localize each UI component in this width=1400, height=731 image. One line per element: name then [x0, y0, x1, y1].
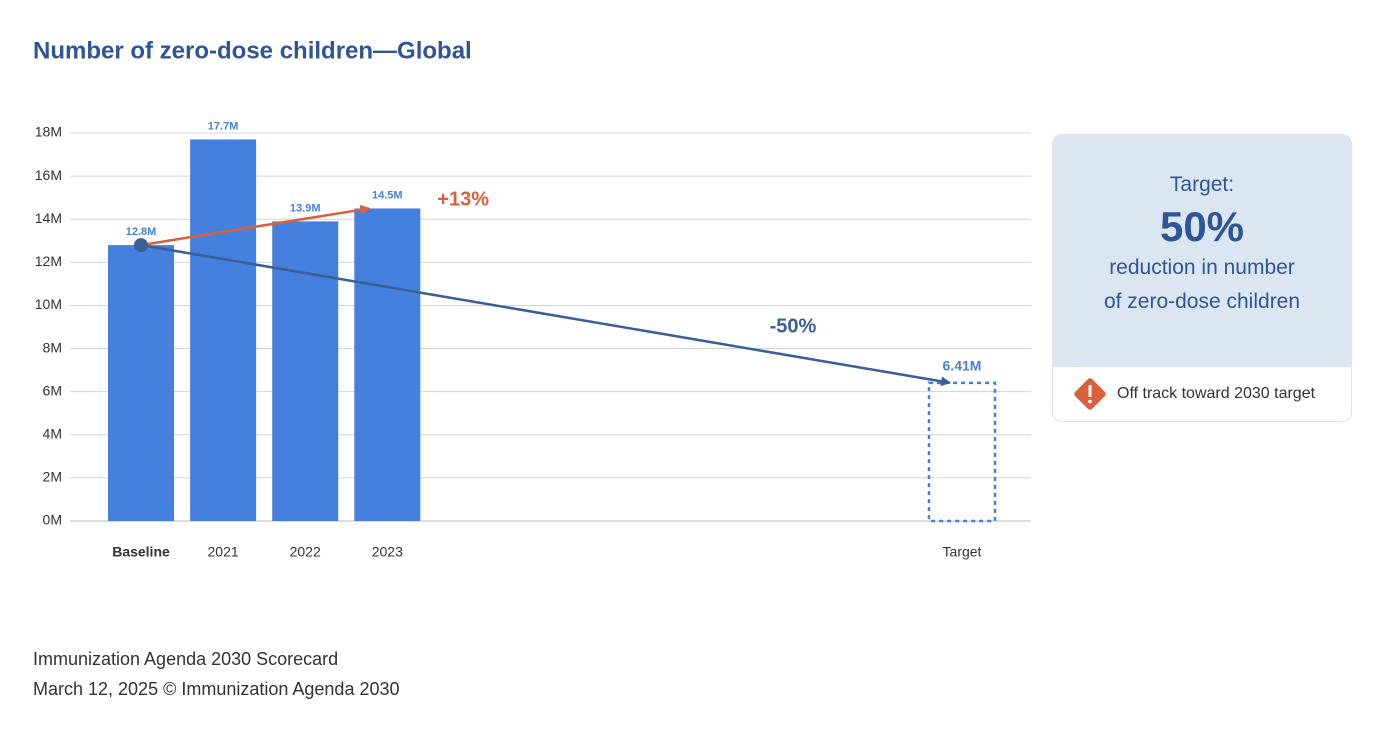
- value-label: 12.8M: [126, 226, 157, 238]
- y-tick-label: 18M: [35, 124, 62, 140]
- decrease-arrow: [140, 243, 951, 387]
- y-tick-label: 14M: [35, 210, 62, 226]
- y-tick-label: 4M: [43, 425, 62, 441]
- bar: [354, 208, 421, 521]
- target-value-label: 6.41M: [943, 358, 982, 374]
- target-bar: [927, 381, 997, 523]
- y-tick-label: 10M: [35, 296, 62, 312]
- chart: Number of zero-dose children—Global 0M 2M…: [33, 37, 1031, 560]
- panel-heading: Target:: [1169, 173, 1235, 196]
- x-tick-label: 2023: [372, 544, 403, 560]
- value-label: 17.7M: [208, 120, 239, 132]
- y-tick-label: 6M: [43, 382, 62, 398]
- increase-label: +13%: [437, 189, 489, 211]
- y-tick-label: 2M: [43, 469, 62, 485]
- bar: [108, 245, 174, 522]
- x-tick-label: 2021: [208, 544, 239, 560]
- increase-arrow: [140, 204, 371, 247]
- bar: [272, 221, 339, 521]
- x-tick-label: 2022: [290, 544, 321, 560]
- y-tick-label: 0M: [43, 512, 62, 528]
- bar: [190, 139, 257, 521]
- panel-line: reduction in number: [1109, 256, 1295, 279]
- panel-line: of zero-dose children: [1103, 290, 1301, 313]
- footer-line: Immunization Agenda 2030 Scorecard: [33, 649, 339, 669]
- x-tick-label: Baseline: [112, 544, 170, 560]
- x-tick-label: Target: [943, 544, 982, 560]
- y-tick-label: 12M: [35, 253, 62, 269]
- decrease-label: -50%: [770, 315, 817, 337]
- footer-line: March 12, 2025 © Immunization Agenda 203…: [33, 679, 400, 699]
- baseline-dot: [134, 238, 148, 253]
- y-tick-label: 8M: [43, 339, 62, 355]
- status-text: Off track toward 2030 target: [1117, 385, 1316, 402]
- y-tick-label: 16M: [35, 167, 62, 183]
- value-label: 14.5M: [372, 189, 403, 201]
- status: Off track toward 2030 target: [1053, 367, 1351, 421]
- chart-title: Number of zero-dose children—Global: [33, 37, 472, 64]
- panel-big: 50%: [1159, 203, 1245, 250]
- warning-icon: [1074, 378, 1106, 410]
- value-label: 13.9M: [290, 202, 321, 214]
- footer: Immunization Agenda 2030 Scorecard March…: [33, 644, 400, 704]
- target-panel: Target: 50% reduction in number of zero-…: [1052, 134, 1352, 422]
- panel-top: Target: 50% reduction in number of zero-…: [1053, 135, 1351, 367]
